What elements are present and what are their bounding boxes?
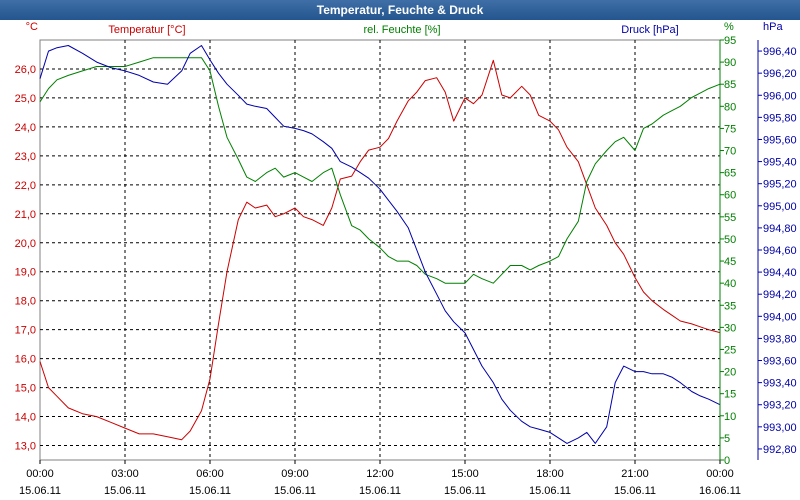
x-tick-time: 00:00 xyxy=(26,468,54,480)
x-tick-date: 15.06.11 xyxy=(529,485,571,497)
x-tick-date: 15.06.11 xyxy=(274,485,316,497)
humidity-tick-label: 45 xyxy=(724,256,736,268)
humidity-tick-label: 10 xyxy=(724,411,736,423)
pressure-axis-title: Druck [hPa] xyxy=(621,24,678,36)
humidity-tick-label: 20 xyxy=(724,367,736,379)
humidity-tick-label: 80 xyxy=(724,101,736,113)
pressure-tick-label: 995,40 xyxy=(763,157,797,169)
temperature-tick-label: 26,0 xyxy=(15,64,36,76)
x-tick-date: 15.06.11 xyxy=(359,485,401,497)
pressure-tick-label: 996,20 xyxy=(763,68,797,80)
x-tick-time: 12:00 xyxy=(366,468,394,480)
temperature-tick-label: 24,0 xyxy=(15,122,36,134)
x-tick-date: 15.06.11 xyxy=(189,485,231,497)
x-tick-time: 15:00 xyxy=(451,468,479,480)
temperature-tick-label: 21,0 xyxy=(15,209,36,221)
pressure-tick-label: 996,00 xyxy=(763,90,797,102)
pressure-series-line xyxy=(39,45,721,444)
grid xyxy=(40,40,720,460)
pressure-tick-label: 995,80 xyxy=(763,112,797,124)
chart: 00:00 15.06.11 03:00 15.06.11 06:00 15.06.11 0… xyxy=(15,21,797,497)
humidity-axis-unit: % xyxy=(724,21,734,33)
humidity-tick-label: 70 xyxy=(724,146,736,158)
pressure-tick-label: 994,40 xyxy=(763,267,797,279)
pressure-tick-label: 995,20 xyxy=(763,179,797,191)
humidity-tick-label: 5 xyxy=(724,433,730,445)
x-tick-time: 18:00 xyxy=(536,468,564,480)
pressure-tick-label: 993,40 xyxy=(763,378,797,390)
x-tick-time: 09:00 xyxy=(281,468,309,480)
pressure-tick-label: 994,80 xyxy=(763,223,797,235)
temperature-tick-label: 20,0 xyxy=(15,238,36,250)
temperature-tick-label: 22,0 xyxy=(15,180,36,192)
humidity-tick-label: 90 xyxy=(724,57,736,69)
x-tick-time: 06:00 xyxy=(196,468,224,480)
humidity-tick-label: 40 xyxy=(724,278,736,290)
x-tick-date: 15.06.11 xyxy=(104,485,146,497)
pressure-tick-label: 993,20 xyxy=(763,400,797,412)
temperature-tick-label: 17,0 xyxy=(15,325,36,337)
temperature-axis-title: Temperatur [°C] xyxy=(108,24,185,36)
humidity-tick-label: 25 xyxy=(724,344,736,356)
humidity-series-line xyxy=(39,57,721,284)
humidity-tick-label: 75 xyxy=(724,123,736,135)
humidity-tick-label: 60 xyxy=(724,190,736,202)
temperature-tick-label: 23,0 xyxy=(15,151,36,163)
humidity-tick-label: 50 xyxy=(724,234,736,246)
temperature-tick-label: 19,0 xyxy=(15,267,36,279)
pressure-tick-label: 993,00 xyxy=(763,422,797,434)
temperature-tick-label: 25,0 xyxy=(15,93,36,105)
pressure-tick-label: 992,80 xyxy=(763,444,797,456)
x-tick-date: 15.06.11 xyxy=(444,485,486,497)
axis-layer: 00:00 15.06.11 03:00 15.06.11 06:00 15.06.11 0… xyxy=(15,21,797,497)
temperature-tick-label: 16,0 xyxy=(15,354,36,366)
temperature-tick-label: 18,0 xyxy=(15,296,36,308)
pressure-tick-label: 995,60 xyxy=(763,134,797,146)
x-tick-date: 16.06.11 xyxy=(699,485,741,497)
pressure-tick-label: 993,80 xyxy=(763,333,797,345)
humidity-tick-label: 85 xyxy=(724,79,736,91)
pressure-tick-label: 994,00 xyxy=(763,311,797,323)
humidity-tick-label: 0 xyxy=(724,455,730,467)
temperature-tick-label: 15,0 xyxy=(15,383,36,395)
x-tick-date: 15.06.11 xyxy=(19,485,61,497)
x-tick-time: 00:00 xyxy=(706,468,734,480)
series-layer xyxy=(39,45,721,444)
pressure-tick-label: 996,40 xyxy=(763,46,797,58)
humidity-tick-label: 55 xyxy=(724,212,736,224)
pressure-tick-label: 994,60 xyxy=(763,245,797,257)
x-tick-date: 15.06.11 xyxy=(614,485,656,497)
pressure-tick-label: 993,60 xyxy=(763,356,797,368)
x-tick-time: 03:00 xyxy=(111,468,139,480)
pressure-axis-unit: hPa xyxy=(763,21,783,33)
pressure-tick-label: 995,00 xyxy=(763,201,797,213)
pressure-tick-label: 994,20 xyxy=(763,289,797,301)
temperature-axis-unit: °C xyxy=(26,21,38,33)
x-tick-time: 21:00 xyxy=(621,468,649,480)
humidity-tick-label: 30 xyxy=(724,322,736,334)
temperature-series-line xyxy=(39,59,721,441)
humidity-tick-label: 65 xyxy=(724,168,736,180)
humidity-tick-label: 35 xyxy=(724,300,736,312)
chart-title: Temperatur, Feuchte & Druck xyxy=(0,0,800,20)
temperature-tick-label: 13,0 xyxy=(15,441,36,453)
temperature-tick-label: 14,0 xyxy=(15,412,36,424)
humidity-axis-title: rel. Feuchte [%] xyxy=(363,24,440,36)
humidity-tick-label: 15 xyxy=(724,389,736,401)
humidity-tick-label: 95 xyxy=(724,35,736,47)
